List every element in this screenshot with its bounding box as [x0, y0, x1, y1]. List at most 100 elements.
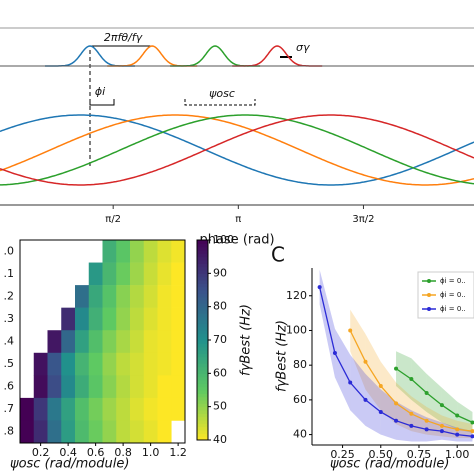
- colorbar-segment: [197, 313, 208, 318]
- phase-curve: [0, 114, 474, 186]
- heat-cell: [171, 262, 186, 286]
- colorbar-segment: [197, 353, 208, 358]
- marker: [439, 403, 444, 408]
- colorbar-tick-label: 90: [213, 266, 227, 279]
- x-tick-label: 3π/2: [352, 214, 374, 225]
- annotation: 2πfθ/fγ: [104, 31, 143, 44]
- heat-cell: [47, 397, 62, 421]
- heat-cell: [75, 330, 90, 354]
- error-band: [380, 361, 397, 425]
- colorbar-segment: [197, 430, 208, 434]
- x-tick-label: 0.2: [32, 446, 50, 459]
- y-tick-label: 40: [293, 428, 307, 441]
- x-tick-label: π: [235, 214, 241, 225]
- colorbar-segment: [197, 253, 208, 258]
- y-tick-label: .2: [4, 289, 15, 302]
- heat-cell: [61, 330, 76, 354]
- colorbar-segment: [197, 436, 208, 441]
- heat-cell: [143, 375, 158, 399]
- colorbar-segment: [197, 256, 208, 261]
- x-tick-label: π/2: [105, 214, 121, 225]
- x-tick-label: 0.6: [87, 446, 105, 459]
- marker: [409, 423, 414, 428]
- bracket: [89, 99, 115, 106]
- heat-cell: [102, 240, 117, 263]
- colorbar-segment: [197, 333, 208, 338]
- colorbar-segment: [197, 343, 208, 348]
- heat-cell: [47, 375, 62, 399]
- heat-cell: [61, 375, 76, 399]
- heat-cell: [130, 262, 145, 286]
- y-tick-label: .8: [4, 425, 15, 438]
- error-band: [426, 406, 442, 437]
- heat-cell: [116, 397, 131, 421]
- y-tick-label: 120: [286, 289, 307, 302]
- heat-cell: [157, 375, 172, 399]
- heat-cell: [102, 375, 117, 399]
- heat-cell: [157, 307, 172, 331]
- heat-cell: [75, 285, 90, 308]
- heat-cell: [88, 352, 103, 376]
- heat-cell: [130, 307, 145, 331]
- legend-label: ϕi = 0..: [440, 291, 466, 299]
- marker: [455, 413, 460, 418]
- phase-curve: [0, 114, 474, 186]
- heat-cell: [143, 330, 158, 354]
- heat-cell: [157, 240, 172, 263]
- colorbar-segment: [197, 273, 208, 278]
- heat-cell: [116, 307, 131, 331]
- colorbar-segment: [197, 420, 208, 424]
- error-band: [441, 387, 458, 430]
- heat-cell: [20, 420, 35, 444]
- marker: [470, 429, 474, 434]
- heat-cell: [130, 397, 145, 421]
- heat-cell: [116, 420, 131, 444]
- error-band: [411, 358, 427, 413]
- colorbar-segment: [197, 376, 208, 381]
- colorbar-segment: [197, 263, 208, 268]
- heat-cell: [171, 375, 186, 399]
- heat-cell: [143, 397, 158, 421]
- marker: [439, 429, 444, 434]
- x-axis-label: ψosc (rad/module): [330, 457, 449, 472]
- colorbar-segment: [197, 303, 208, 308]
- heat-cell: [157, 262, 172, 286]
- colorbar-segment: [197, 370, 208, 374]
- colorbar-segment: [197, 383, 208, 388]
- y-tick-label: .5: [4, 357, 15, 370]
- heat-cell: [33, 397, 48, 421]
- colorbar-tick-label: 70: [213, 333, 227, 346]
- colorbar-segment: [197, 293, 208, 298]
- y-tick-label: 80: [293, 358, 307, 371]
- error-band: [426, 373, 442, 423]
- heat-cell: [143, 307, 158, 331]
- colorbar-segment: [197, 366, 208, 371]
- legend-label: ϕi = 0..: [440, 305, 466, 313]
- marker: [363, 359, 368, 364]
- colorbar-segment: [197, 250, 208, 254]
- heat-cell: [88, 307, 103, 331]
- panel-label: C: [271, 243, 285, 267]
- error-band: [411, 410, 427, 442]
- heat-cell: [47, 352, 62, 376]
- x-tick-label: 1.0: [142, 446, 160, 459]
- heat-cell: [88, 262, 103, 286]
- colorbar-segment: [197, 280, 208, 284]
- marker: [409, 377, 414, 382]
- y-tick-label: .3: [4, 312, 15, 325]
- colorbar-segment: [197, 270, 208, 274]
- heat-cell: [61, 420, 76, 444]
- marker: [470, 434, 474, 439]
- heat-cell: [116, 330, 131, 354]
- colorbar-segment: [197, 283, 208, 288]
- y-tick-label: 60: [293, 393, 307, 406]
- marker: [409, 411, 414, 416]
- heat-cell: [171, 307, 186, 331]
- colorbar-segment: [197, 380, 208, 384]
- x-axis-label: ψosc (rad/module): [10, 457, 129, 472]
- colorbar-tick-label: 40: [213, 433, 227, 446]
- y-axis-label: fγBest (Hz): [275, 320, 290, 392]
- heat-cell: [61, 307, 76, 331]
- marker: [378, 410, 383, 415]
